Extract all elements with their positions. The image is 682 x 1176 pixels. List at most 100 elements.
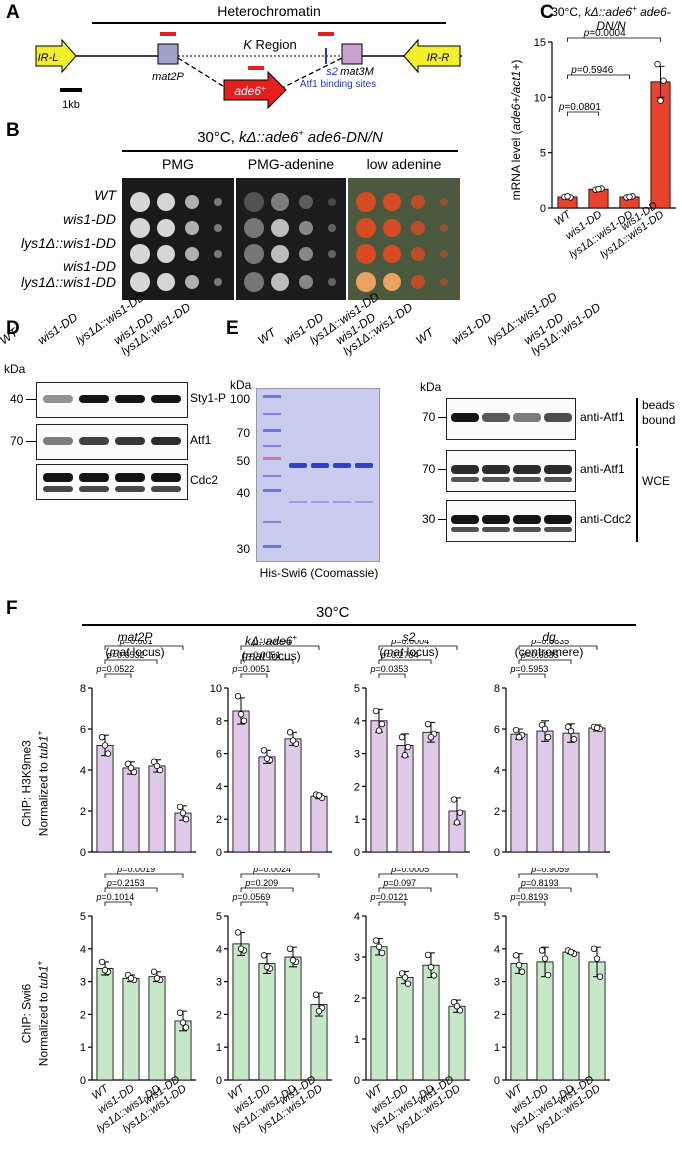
p-value-label: p=0.2153 — [106, 878, 145, 888]
chip-ylabel-swi6: ChIP: Swi6 Normalized to tub1+ — [19, 960, 51, 1067]
data-point — [654, 60, 661, 68]
yeast-spot — [271, 273, 289, 291]
swi6-band — [311, 463, 329, 468]
data-point — [564, 193, 571, 200]
p-value-label: p=0.0019 — [116, 868, 155, 874]
y-tick-label: 0 — [216, 1075, 222, 1087]
mat2p-label: mat2P — [152, 71, 184, 83]
y-tick-label: 8 — [494, 683, 500, 695]
blot-d-label: Atf1 — [190, 433, 212, 447]
y-tick-label: 0 — [80, 1075, 86, 1087]
yeast-spot — [328, 278, 336, 286]
data-point — [593, 724, 601, 732]
y-tick-label: 15 — [534, 37, 546, 49]
y-tick-label: 6 — [80, 724, 86, 736]
yeast-spot — [244, 272, 264, 292]
yeast-spot — [383, 245, 401, 263]
k-region-label: K Region — [243, 37, 296, 52]
y-tick-label: 2 — [354, 781, 360, 793]
p-value-label: p=0.0051 — [231, 664, 270, 674]
ade6-arrow — [223, 70, 287, 110]
strain-double-line2: lys1Δ::wis1-DD — [21, 274, 116, 290]
bar — [96, 745, 114, 853]
chip-chart-r0-c2: 0 1 2 3 4 5 p=0.0353 p=0.2784 p=0.0004 — [354, 640, 470, 859]
blot-d-kda: kDa — [4, 362, 26, 376]
significance-bracket — [567, 74, 630, 79]
yeast-spot — [130, 272, 150, 292]
p-value-label: p=0.0024 — [252, 868, 291, 874]
p-value-label: p=0.0004 — [583, 28, 626, 39]
blot-band — [513, 527, 541, 532]
ade6-label: ade6+ — [234, 84, 266, 99]
blot-d-1 — [36, 424, 188, 460]
panel-label-f: F — [6, 598, 18, 619]
ir-l-arrow — [35, 38, 77, 74]
data-point — [544, 733, 552, 741]
significance-bracket — [567, 111, 599, 116]
blot-e-2 — [446, 500, 576, 542]
p-value-label: p=0.0353 — [369, 664, 408, 674]
locus-label: mat2P (mat locus) — [105, 630, 165, 659]
y-tick-label: 4 — [494, 765, 500, 777]
blot-d-2 — [36, 464, 188, 500]
blot-band — [513, 413, 541, 422]
data-point — [515, 733, 523, 741]
strain-double-line1: wis1-DD — [63, 258, 116, 274]
blot-e-marker: 30 — [422, 512, 436, 526]
blot-d-label: Sty1-P — [190, 391, 227, 405]
y-tick-label: 1 — [354, 814, 360, 826]
data-point — [404, 980, 412, 987]
data-point — [424, 720, 432, 728]
yeast-spot — [244, 218, 264, 238]
p-value-label: p=0.5946 — [570, 65, 613, 76]
y-tick-label: 2 — [80, 806, 86, 818]
p-value-label: p=0.0051 — [242, 650, 281, 660]
p-value-label: p=0.0121 — [369, 892, 408, 902]
data-point — [541, 955, 549, 962]
significance-bracket — [240, 659, 294, 664]
gel-caption: His-Swi6 (Coomassie) — [259, 566, 379, 580]
chip-chart-r1-c1: 012345p=0.0569p=0.209p=0.0024WTwis1-DDly… — [216, 868, 332, 1135]
scale-label: 1kb — [62, 99, 80, 111]
plate-pmg-adenine — [236, 178, 346, 300]
ade6-probe — [248, 66, 264, 70]
data-point — [182, 815, 190, 823]
yeast-spot — [271, 193, 289, 211]
data-point — [596, 973, 604, 980]
blot-band — [151, 473, 181, 482]
data-point — [127, 764, 135, 772]
y-tick-label: 2 — [216, 1009, 222, 1021]
bar — [448, 1005, 466, 1081]
yeast-spot — [356, 192, 376, 212]
significance-bracket — [240, 873, 320, 878]
significance-bracket — [104, 873, 184, 878]
bar — [536, 730, 554, 853]
blot-band — [151, 395, 181, 403]
plate-low-adenine — [348, 178, 460, 300]
bar — [510, 733, 528, 853]
blot-d-marker: 40 — [10, 392, 24, 406]
data-point — [179, 1019, 187, 1026]
data-point — [427, 964, 435, 971]
bar — [148, 765, 166, 853]
data-point — [176, 1009, 184, 1016]
data-point — [626, 193, 633, 201]
blot-band — [451, 527, 479, 532]
blot-e-marker: 70 — [422, 410, 436, 424]
blot-band — [115, 486, 145, 492]
blot-band — [151, 437, 181, 445]
chart-c-ylabel: mRNA level (ade6+/act1+) — [509, 60, 523, 201]
blot-band — [79, 395, 109, 403]
yeast-spot — [130, 218, 150, 238]
significance-bracket — [378, 673, 406, 678]
mat2p-probe — [160, 32, 176, 36]
blot-band — [79, 486, 109, 492]
y-tick-label: 10 — [534, 92, 546, 104]
y-tick-label: 1 — [354, 1034, 360, 1046]
data-point — [430, 972, 438, 979]
chip-title: 30°C — [316, 604, 350, 621]
p-value-label: p=0.0004 — [252, 640, 291, 646]
data-point — [263, 963, 271, 971]
yeast-spot — [214, 278, 222, 286]
blot-band — [451, 515, 479, 524]
